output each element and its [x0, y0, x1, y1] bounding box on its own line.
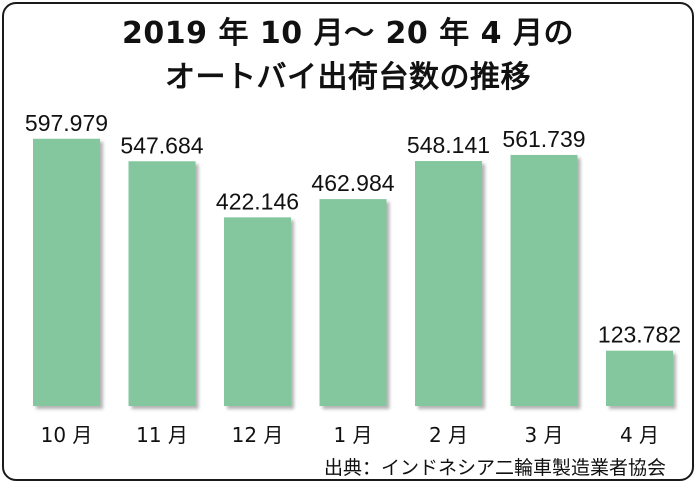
x-tick-label: 12 月: [232, 423, 284, 447]
bar-4: [319, 199, 387, 406]
bar-6: [510, 154, 578, 406]
bar-value-label: 422.146: [216, 188, 299, 214]
bar-2: [128, 161, 196, 406]
bar-value-label: 597.979: [25, 110, 108, 136]
bar-value-label: 548.141: [407, 132, 490, 158]
x-tick-label: 10 月: [41, 423, 93, 447]
chart-title-line-2: オートバイ出荷台数の推移: [165, 60, 531, 95]
bar-chart: 597.979 10 月 547.684 11 月 422.146 12 月 462.984…: [25, 110, 681, 447]
bar-3: [224, 217, 291, 406]
x-tick-label: 1 月: [333, 423, 372, 447]
bar-7: [606, 350, 673, 406]
bar-value-label: 547.684: [120, 132, 203, 158]
bar-value-label: 123.782: [598, 322, 681, 348]
x-tick-label: 4 月: [620, 423, 659, 447]
chart-frame: 2019 年 10 月〜 20 年 4 月の オートバイ出荷台数の推移 597.…: [2, 2, 694, 481]
bar-1: [33, 138, 100, 406]
chart-title-line-1: 2019 年 10 月〜 20 年 4 月の: [122, 16, 574, 51]
x-tick-label: 11 月: [136, 423, 188, 447]
bar-value-label: 561.739: [502, 126, 585, 152]
x-tick-label: 3 月: [524, 423, 563, 447]
source-note: 出典：インドネシア二輪車製造業者協会: [323, 457, 666, 479]
x-tick-label: 2 月: [429, 423, 468, 447]
bar-value-label: 462.984: [311, 170, 394, 196]
bar-5: [415, 161, 482, 406]
